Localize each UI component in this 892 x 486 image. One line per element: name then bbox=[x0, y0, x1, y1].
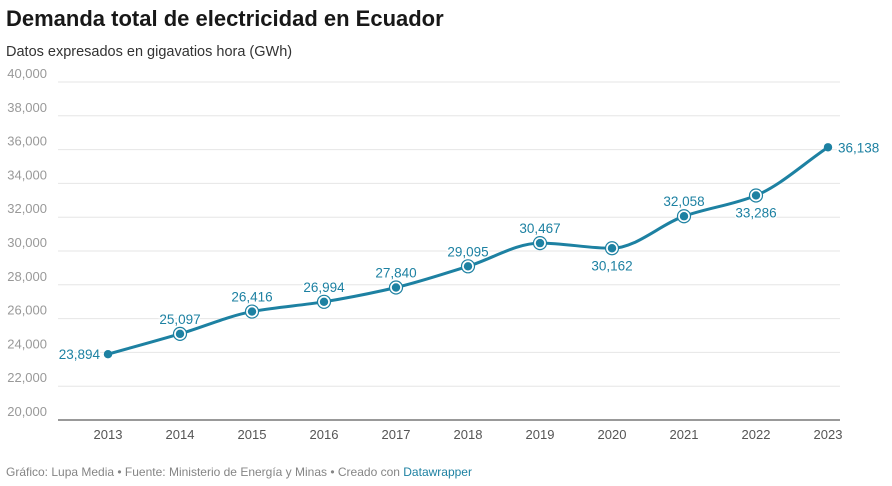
data-point bbox=[463, 262, 473, 271]
data-label: 32,058 bbox=[663, 194, 704, 209]
x-tick-label: 2016 bbox=[310, 427, 339, 442]
gridlines bbox=[58, 81, 840, 421]
y-tick-label: 36,000 bbox=[7, 134, 47, 149]
chart-subtitle: Datos expresados en gigavatios hora (GWh… bbox=[6, 44, 293, 60]
data-point bbox=[535, 238, 545, 248]
x-tick-label: 2022 bbox=[742, 427, 771, 442]
data-label: 33,286 bbox=[735, 205, 776, 220]
y-tick-label: 24,000 bbox=[7, 336, 47, 351]
data-point bbox=[247, 307, 257, 316]
y-tick-label: 20,000 bbox=[7, 404, 47, 419]
data-label: 27,840 bbox=[375, 266, 416, 281]
y-tick-label: 38,000 bbox=[7, 100, 47, 115]
data-point bbox=[175, 329, 185, 339]
data-label: 36,138 bbox=[838, 140, 879, 155]
data-point bbox=[751, 191, 761, 200]
x-tick-label: 2021 bbox=[670, 427, 699, 442]
data-labels: 23,894 25,097 26,416 26,994 27,840 29,095 30,4… bbox=[57, 139, 881, 364]
x-axis-tick-labels: 2013 2014 2015 2016 2017 2018 2019 2020 2021 2022… bbox=[94, 427, 843, 442]
data-label: 30,467 bbox=[519, 221, 560, 236]
data-label: 30,162 bbox=[591, 258, 632, 273]
data-label: 26,994 bbox=[303, 280, 345, 295]
chart-footer: Gráfico: Lupa Media • Fuente: Ministerio… bbox=[6, 465, 472, 479]
data-label: 29,095 bbox=[447, 244, 488, 259]
footer-credits: Gráfico: Lupa Media • Fuente: Ministerio… bbox=[6, 465, 404, 479]
data-point bbox=[391, 283, 401, 292]
x-tick-label: 2023 bbox=[814, 427, 843, 442]
y-tick-label: 26,000 bbox=[7, 303, 47, 318]
x-tick-label: 2015 bbox=[238, 427, 267, 442]
y-tick-label: 34,000 bbox=[7, 167, 47, 182]
x-tick-label: 2014 bbox=[166, 427, 195, 442]
x-tick-label: 2019 bbox=[526, 427, 555, 442]
data-point bbox=[823, 143, 833, 152]
data-point bbox=[607, 244, 617, 253]
data-point bbox=[103, 349, 113, 359]
x-tick-label: 2013 bbox=[94, 427, 123, 442]
y-tick-label: 40,000 bbox=[7, 66, 47, 81]
datawrapper-link[interactable]: Datawrapper bbox=[403, 465, 472, 479]
data-label: 25,097 bbox=[159, 312, 200, 327]
chart-title: Demanda total de electricidad en Ecuador bbox=[6, 6, 444, 31]
y-tick-label: 28,000 bbox=[7, 269, 47, 284]
x-tick-label: 2018 bbox=[454, 427, 483, 442]
data-label: 23,894 bbox=[59, 347, 101, 362]
y-tick-label: 32,000 bbox=[7, 201, 47, 216]
data-points bbox=[103, 143, 833, 359]
x-tick-label: 2020 bbox=[598, 427, 627, 442]
y-tick-label: 22,000 bbox=[7, 370, 47, 385]
data-label: 26,416 bbox=[231, 290, 272, 305]
data-point bbox=[679, 212, 689, 221]
x-tick-label: 2017 bbox=[382, 427, 411, 442]
data-point bbox=[319, 297, 329, 307]
y-tick-label: 30,000 bbox=[7, 235, 47, 250]
y-axis-tick-labels: 20,000 22,000 24,000 26,000 28,000 30,000 32,0… bbox=[7, 66, 47, 419]
